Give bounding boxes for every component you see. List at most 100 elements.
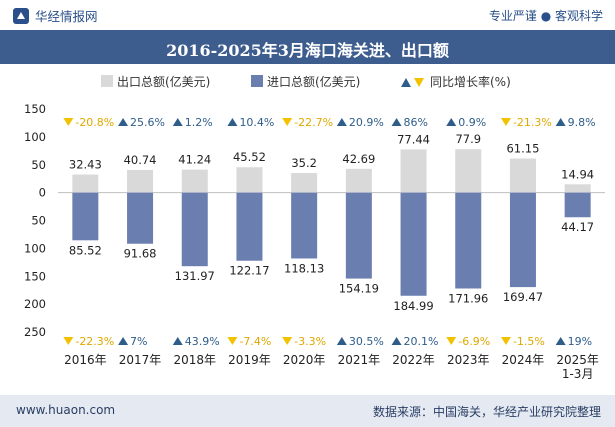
import-value-label: 169.47 <box>503 290 543 304</box>
growth-up-triangle-icon <box>391 118 402 126</box>
import-growth-label: -3.3% <box>294 335 326 348</box>
y-tick-label: 100 <box>24 130 46 144</box>
x-category-label: 2024年 <box>502 353 545 367</box>
growth-up-triangle-icon <box>391 337 402 345</box>
growth-up-triangle-icon <box>227 118 238 126</box>
growth-down-triangle-icon <box>446 337 457 345</box>
legend-import-label: 进口总额(亿美元) <box>267 74 360 89</box>
legend-up-triangle-icon <box>401 78 411 87</box>
y-tick-label: 150 <box>24 269 46 283</box>
export-bar <box>509 158 536 193</box>
export-value-label: 14.94 <box>561 167 594 181</box>
growth-down-triangle-icon <box>500 337 511 345</box>
export-bar <box>127 169 154 193</box>
import-value-label: 118.13 <box>284 261 324 275</box>
brand-logo-icon <box>13 7 29 24</box>
x-category-label: 2020年 <box>283 353 326 367</box>
export-value-label: 32.43 <box>69 158 102 172</box>
export-growth-label: 86% <box>404 116 428 129</box>
import-growth-label: 30.5% <box>349 335 384 348</box>
import-growth-label: -22.3% <box>75 335 114 348</box>
title-bar: 2016-2025年3月海口海关进、出口额 <box>0 30 615 64</box>
x-category-label-line: 2017年 <box>119 353 162 367</box>
x-category-label: 2025年 1-3月 <box>556 353 599 381</box>
import-bar <box>236 192 263 261</box>
x-category-label-line: 2020年 <box>283 353 326 367</box>
export-bar <box>455 149 482 193</box>
x-category-label: 2022年 <box>392 353 435 367</box>
growth-up-triangle-icon <box>172 337 183 345</box>
export-bar <box>72 174 99 193</box>
chart-svg: 出口总额(亿美元) 进口总额(亿美元) 同比增长率(%) 150 100 50 0 50 100… <box>24 74 605 381</box>
x-category-label-line: 2018年 <box>173 353 216 367</box>
export-value-label: 35.2 <box>291 156 317 170</box>
top-bar: 华经情报网 专业严谨 ● 客观科学 <box>0 0 615 30</box>
import-bar <box>455 192 482 289</box>
import-bar <box>181 192 208 267</box>
brand: 华经情报网 <box>12 6 98 25</box>
export-value-label: 40.74 <box>124 153 157 167</box>
growth-down-triangle-icon <box>500 118 511 126</box>
export-growth-label: 0.9% <box>458 116 486 129</box>
export-bar <box>564 184 591 193</box>
export-bar <box>181 169 208 193</box>
growth-up-triangle-icon <box>446 118 457 126</box>
export-value-label: 42.69 <box>342 152 375 166</box>
import-growth-label: 20.1% <box>404 335 439 348</box>
growth-up-triangle-icon <box>336 337 347 345</box>
import-growth-label: -7.4% <box>239 335 271 348</box>
growth-down-triangle-icon <box>63 118 74 126</box>
import-value-label: 154.19 <box>339 282 379 296</box>
import-bar <box>509 192 536 288</box>
export-growth-label: -20.8% <box>75 116 114 129</box>
y-tick-label: 100 <box>24 241 46 255</box>
x-category-label-line: 2021年 <box>338 353 381 367</box>
import-bar <box>291 192 318 259</box>
growth-up-triangle-icon <box>336 118 347 126</box>
import-bar <box>400 192 427 296</box>
import-growth-label: -6.9% <box>458 335 490 348</box>
x-category-label-line: 1-3月 <box>562 367 594 381</box>
x-category-label: 2019年 <box>228 353 271 367</box>
x-category-label-line: 2025年 <box>556 353 599 367</box>
x-category-label: 2023年 <box>447 353 490 367</box>
y-tick-label: 150 <box>24 102 46 116</box>
growth-up-triangle-icon <box>118 337 129 345</box>
import-value-label: 91.68 <box>124 247 157 261</box>
x-category-label-line: 2023年 <box>447 353 490 367</box>
x-category-label-line: 2022年 <box>392 353 435 367</box>
growth-up-triangle-icon <box>172 118 183 126</box>
export-value-label: 77.44 <box>397 132 430 146</box>
export-value-label: 41.24 <box>178 153 211 167</box>
y-tick-label: 50 <box>31 214 46 228</box>
x-category-label: 2016年 <box>64 353 107 367</box>
export-value-label: 61.15 <box>506 142 539 156</box>
growth-up-triangle-icon <box>555 337 566 345</box>
export-growth-label: 25.6% <box>130 116 165 129</box>
export-growth-label: -22.7% <box>294 116 333 129</box>
growth-up-triangle-icon <box>118 118 129 126</box>
export-value-label: 45.52 <box>233 150 266 164</box>
chart-title: 2016-2025年3月海口海关进、出口额 <box>166 41 449 60</box>
brand-name: 华经情报网 <box>35 9 98 24</box>
import-bar <box>72 192 99 241</box>
import-growth-label: 19% <box>568 335 592 348</box>
growth-down-triangle-icon <box>282 337 293 345</box>
x-category-label: 2017年 <box>119 353 162 367</box>
export-growth-label: -21.3% <box>513 116 552 129</box>
y-tick-label: 0 <box>39 186 46 200</box>
import-value-label: 184.99 <box>393 299 433 313</box>
import-growth-label: -1.5% <box>513 335 545 348</box>
import-value-label: 85.52 <box>69 243 102 257</box>
import-value-label: 44.17 <box>561 220 594 234</box>
export-bar <box>345 168 372 193</box>
footer-source: 数据来源：中国海关，华经产业研究院整理 <box>372 405 601 419</box>
export-growth-label: 10.4% <box>239 116 274 129</box>
x-category-label: 2021年 <box>338 353 381 367</box>
footer-site: www.huaon.com <box>16 403 116 417</box>
tagline: 专业严谨 ● 客观科学 <box>488 9 603 23</box>
growth-down-triangle-icon <box>282 118 293 126</box>
legend-growth-label: 同比增长率(%) <box>430 74 511 89</box>
y-tick-label: 250 <box>24 325 46 339</box>
